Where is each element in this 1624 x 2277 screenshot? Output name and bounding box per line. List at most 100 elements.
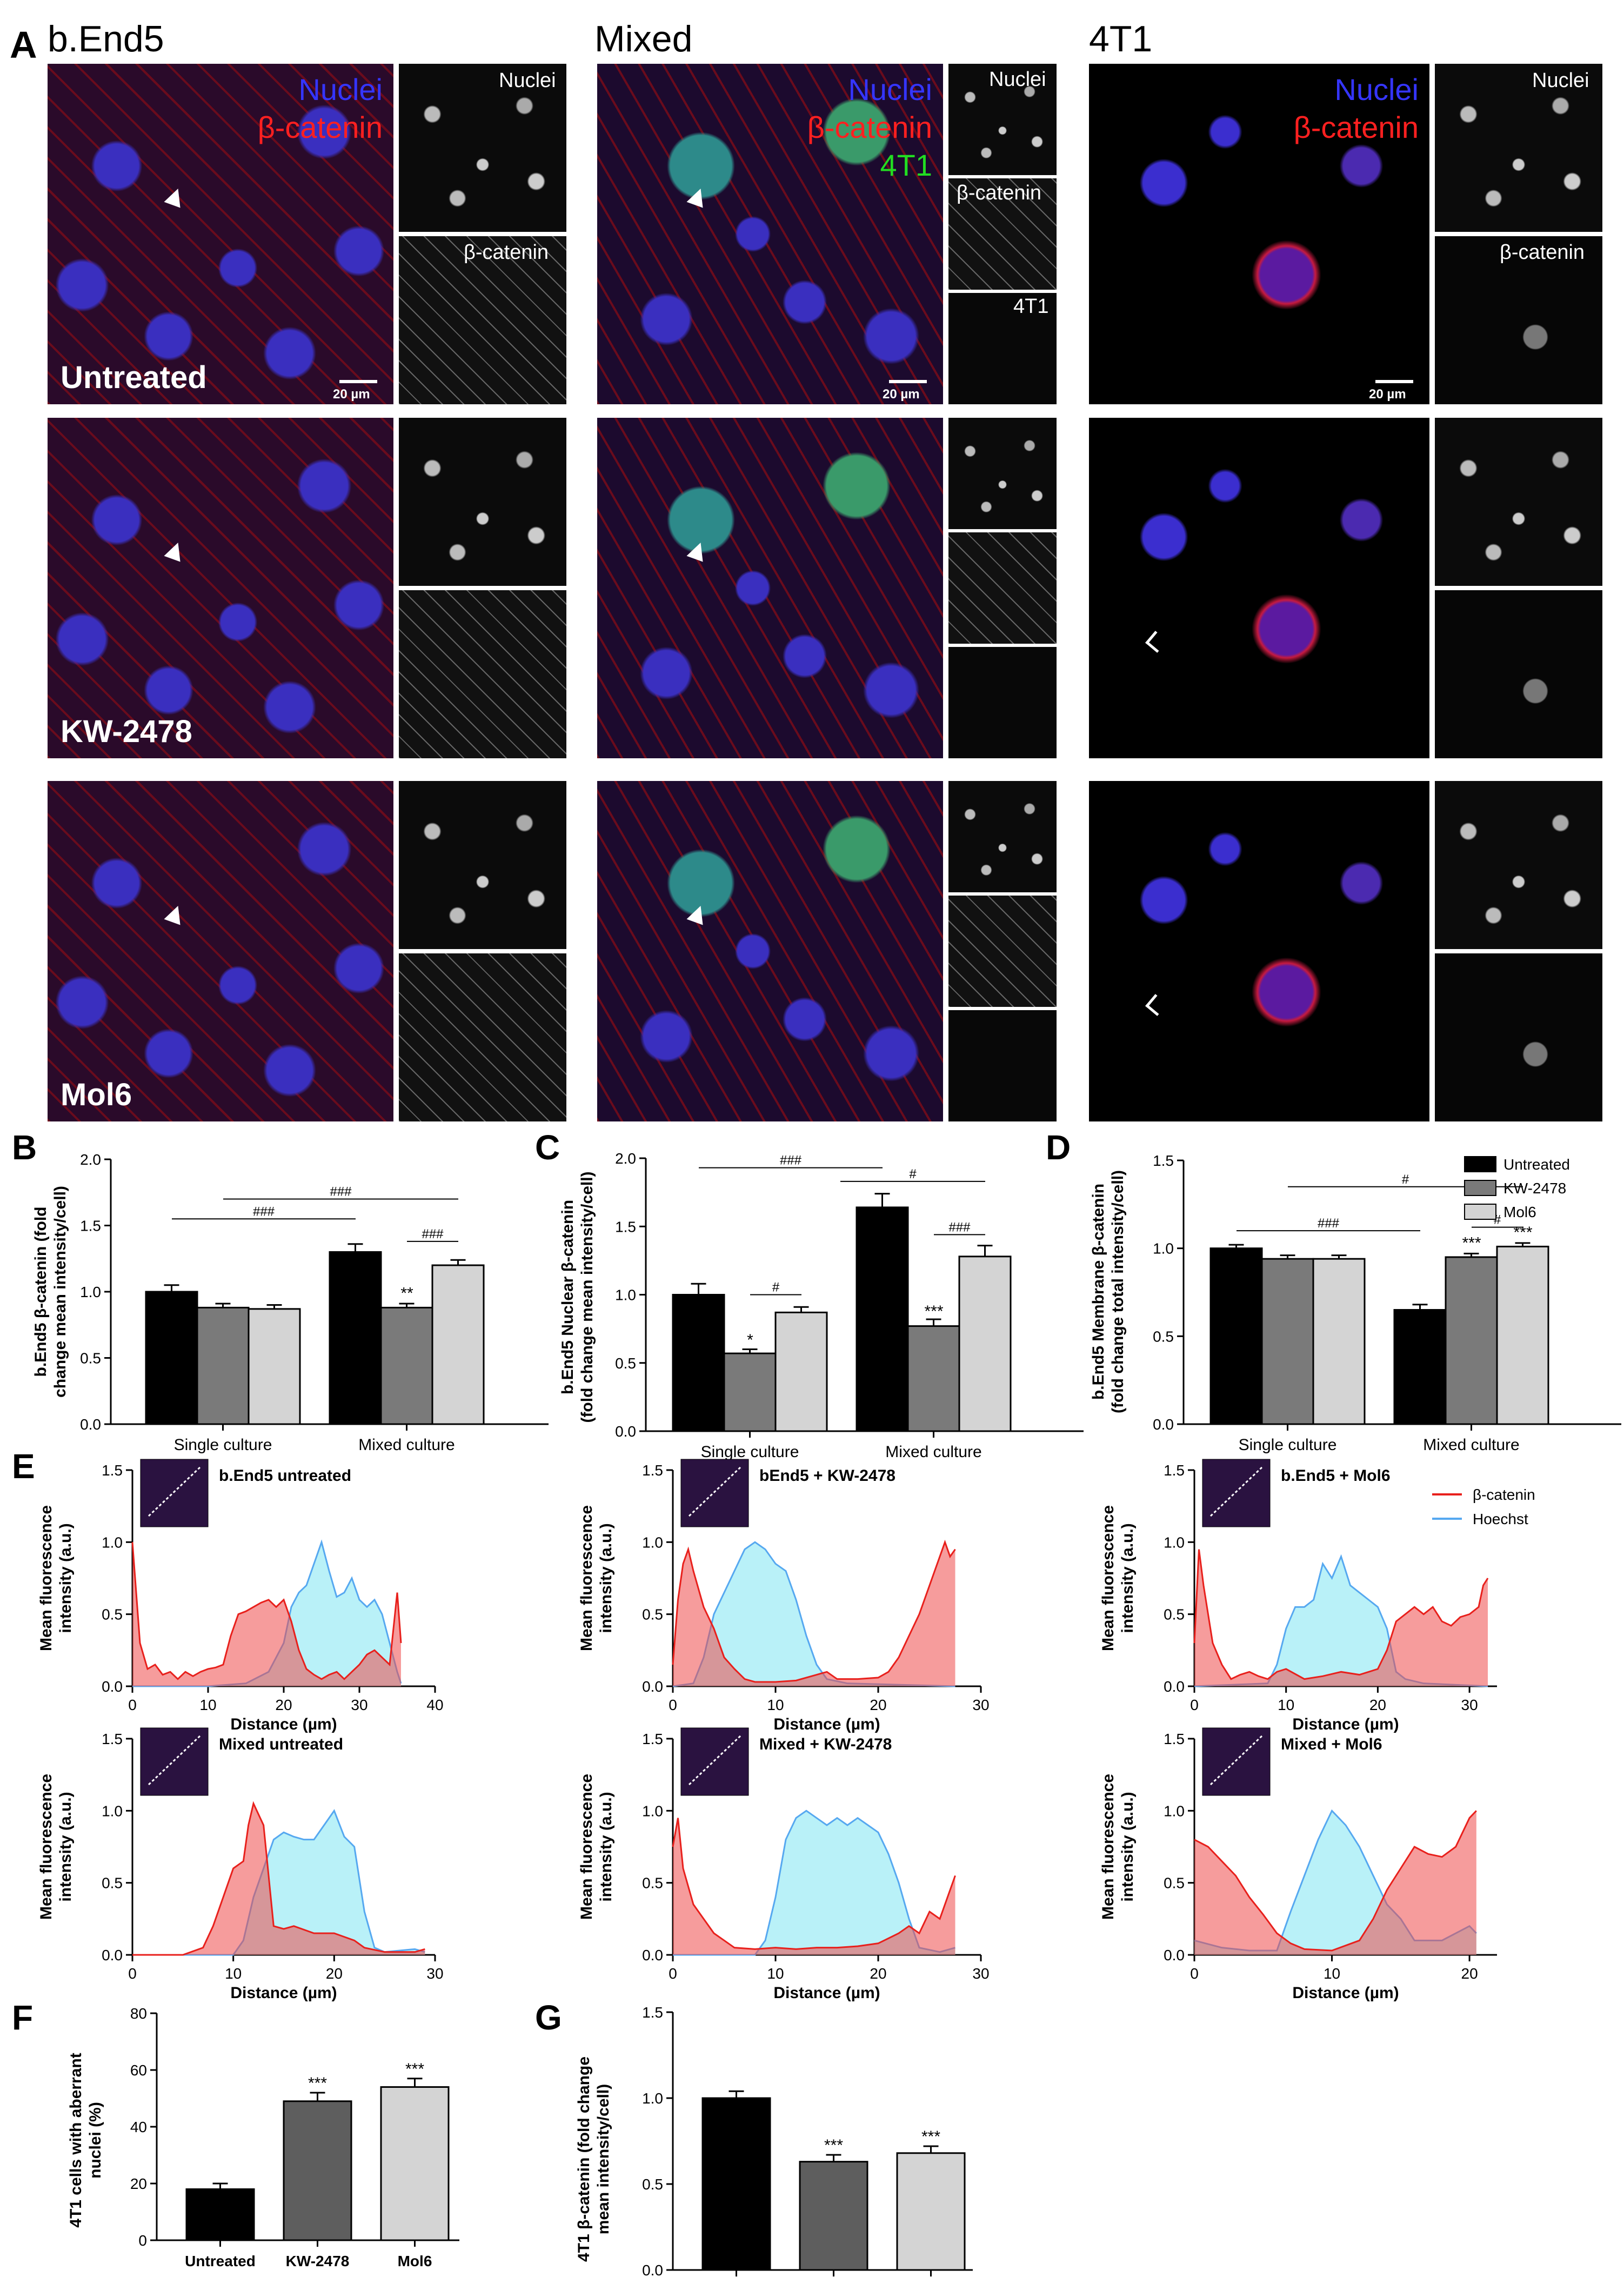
y-tick-label: 60 (130, 2062, 147, 2079)
inset-channel (399, 953, 566, 1121)
bar (329, 1251, 382, 1425)
scale-bar-label: 20 µm (333, 387, 370, 402)
hoechst-area (673, 1542, 955, 1686)
x-tick-label: 20 (870, 1697, 886, 1713)
inset-channel (399, 418, 566, 586)
row-label: KW-2478 (61, 714, 192, 749)
profile-thumbnail (680, 1727, 749, 1796)
bar (896, 2152, 966, 2271)
y-tick-label: 0.5 (615, 1355, 636, 1372)
significance-label: ### (422, 1227, 444, 1241)
significance-label: ### (330, 1185, 352, 1199)
x-tick-label: 0 (1190, 1965, 1199, 1982)
column-title-bend5: b.End5 (48, 18, 164, 59)
plot-title: Mixed + KW-2478 (759, 1735, 892, 1753)
significance-stars: *** (405, 2060, 424, 2078)
inset-channel (1435, 953, 1602, 1121)
micrograph-merge (597, 781, 943, 1121)
y-tick-label: 1.0 (102, 1802, 123, 1819)
significance-label: # (1402, 1172, 1409, 1187)
profile-line (1209, 1466, 1263, 1517)
inset-channel (948, 647, 1057, 758)
profile-thumbnail (1202, 1459, 1271, 1527)
beta-catenin-area (673, 1542, 955, 1686)
x-axis-label: Distance (µm) (230, 1715, 337, 1733)
legend-label: Hoechst (1473, 1511, 1528, 1527)
y-tick-label: 1.0 (1164, 1534, 1185, 1551)
x-axis-label: Distance (µm) (773, 1715, 880, 1733)
inset-channel (1435, 418, 1602, 586)
beta-catenin-line (1194, 1810, 1477, 1952)
inset-label-nuclei: Nuclei (989, 68, 1046, 91)
x-tick-label: 0 (128, 1965, 137, 1982)
y-tick-label: 1.0 (1153, 1240, 1174, 1257)
y-tick-label: 0.0 (102, 1678, 123, 1695)
significance-stars: ** (400, 1284, 413, 1302)
bar (774, 1311, 828, 1432)
x-tick-label: 0 (669, 1697, 677, 1713)
y-tick-label: 80 (130, 2005, 147, 2022)
hoechst-area (132, 1811, 425, 1955)
beta-catenin-area (673, 1818, 955, 1955)
inset-label-nuclei: Nuclei (1532, 69, 1589, 92)
significance-stars: *** (924, 1303, 943, 1320)
y-tick-label: 0.5 (80, 1350, 101, 1367)
legend-swatch (1464, 1204, 1496, 1220)
profile-line (148, 1735, 201, 1786)
x-axis-label: Distance (µm) (1292, 1715, 1399, 1733)
significance-stars: * (747, 1331, 753, 1349)
legend-label: KW-2478 (1503, 1180, 1566, 1197)
y-axis-label: b.End5 Nuclear β-catenin (fold change mea… (559, 1171, 596, 1423)
y-tick-label: 0.5 (1164, 1606, 1185, 1623)
y-tick-label: 0.5 (102, 1606, 123, 1623)
x-tick-label: 20 (326, 1965, 343, 1982)
panel-letter: F (12, 1998, 33, 2037)
x-tick-label: Mixed culture (1423, 1436, 1519, 1454)
x-tick-label: 10 (767, 1697, 784, 1713)
beta-catenin-line (1193, 1549, 1489, 1680)
bar (723, 1352, 777, 1432)
y-tick-label: 1.5 (642, 1731, 663, 1747)
hoechst-line (672, 1541, 955, 1687)
legend-label: β-catenin (1473, 1486, 1535, 1503)
column-title-mixed: Mixed (594, 18, 693, 59)
channel-label-nuclei: Nuclei (848, 72, 932, 106)
inset-channel (948, 896, 1057, 1007)
inset-channel (948, 293, 1057, 404)
x-tick-label: Mol6 (398, 2253, 432, 2269)
y-tick-label: 2.0 (615, 1150, 636, 1167)
inset-channel (399, 781, 566, 949)
x-tick-label: 30 (972, 1965, 989, 1982)
x-tick-label: 20 (1369, 1697, 1386, 1713)
y-tick-label: 1.5 (1164, 1462, 1185, 1479)
beta-catenin-area (132, 1804, 425, 1955)
row-label: Untreated (61, 360, 207, 395)
bar (431, 1264, 485, 1425)
x-tick-label: 10 (1324, 1965, 1340, 1982)
plot-title: bEnd5 + KW-2478 (759, 1467, 895, 1485)
bar (196, 1306, 250, 1425)
channel-label-beta-catenin: β-catenin (257, 110, 383, 144)
x-tick-label: 30 (351, 1697, 367, 1713)
inset-label-4t1: 4T1 (1013, 295, 1049, 318)
micrograph-merge (1089, 781, 1429, 1121)
bar (799, 2161, 868, 2271)
inset-label-beta-catenin: β-catenin (464, 241, 549, 264)
y-tick-label: 1.0 (642, 2090, 663, 2107)
profile-thumbnail (140, 1727, 209, 1796)
inset-channel (399, 590, 566, 758)
bar (1209, 1247, 1263, 1425)
bar (185, 2188, 255, 2241)
significance-label: ### (948, 1220, 971, 1234)
x-tick-label: 10 (767, 1965, 784, 1982)
inset-channel (399, 236, 566, 404)
significance-stars: *** (824, 2136, 843, 2154)
beta-catenin-line (132, 1801, 425, 1956)
panel-letter: D (1046, 1128, 1071, 1167)
y-axis-label: Mean fluorescence intensity (a.u.) (1099, 1505, 1137, 1651)
profile-thumbnail (140, 1459, 209, 1527)
x-tick-label: Untreated (185, 2253, 256, 2269)
x-tick-label: 10 (199, 1697, 216, 1713)
profile-line (1209, 1735, 1263, 1786)
bar (1312, 1258, 1366, 1425)
